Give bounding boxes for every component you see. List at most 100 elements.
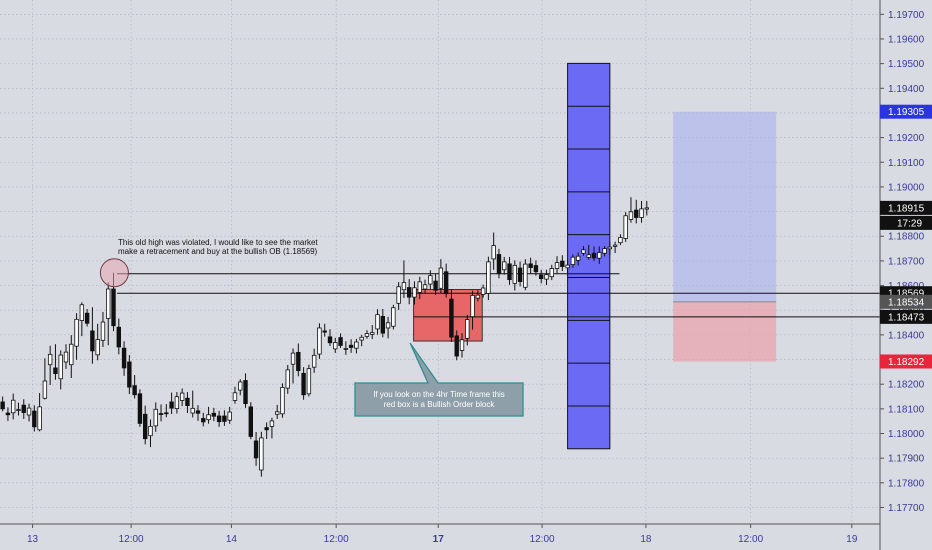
candle-27 (142, 405, 148, 445)
y-tick-label-10: 1.18700 (888, 256, 925, 267)
candle-body (591, 252, 597, 259)
candle-93 (491, 232, 496, 270)
candle-37 (195, 405, 201, 421)
candle-body (301, 372, 306, 396)
candle-77 (406, 279, 412, 305)
price-badge-5: 1.18292 (880, 354, 932, 369)
candle-body (222, 415, 227, 422)
candle-body (311, 354, 317, 368)
candle-1 (5, 407, 11, 421)
candle-body (401, 282, 407, 291)
candle-122 (644, 200, 649, 216)
candle-90 (475, 290, 481, 302)
candle-body (264, 427, 269, 431)
candle-8 (42, 358, 48, 400)
candle-body (100, 321, 106, 341)
candle-body (32, 410, 37, 428)
candle-74 (391, 304, 396, 330)
candle-106 (560, 255, 565, 272)
candle-57 (301, 367, 306, 400)
candle-51 (269, 417, 275, 439)
candle-32 (169, 392, 174, 415)
candle-body (121, 347, 127, 369)
candle-body (628, 211, 634, 220)
y-tick-label-6: 1.19100 (888, 158, 925, 169)
candle-120 (634, 199, 639, 224)
candle-118 (623, 212, 628, 242)
candle-52 (274, 404, 280, 419)
candle-body (253, 440, 259, 459)
candle-body (523, 263, 528, 288)
candle-38 (201, 412, 206, 427)
candle-body (354, 341, 359, 349)
candle-86 (454, 330, 459, 361)
candle-25 (132, 375, 137, 399)
x-tick-label-2: 14 (226, 534, 238, 545)
candle-69 (364, 330, 370, 339)
candle-75 (396, 282, 401, 310)
candle-0 (0, 396, 5, 412)
candle-body (396, 286, 401, 304)
candle-78 (412, 281, 417, 305)
y-tick-label-20: 1.17700 (888, 503, 925, 514)
candle-body (69, 343, 74, 366)
candle-2 (10, 393, 16, 420)
candle-body (84, 312, 90, 324)
callout-line-0: If you look on the 4hr Time frame this (373, 390, 505, 399)
y-tick-label-7: 1.19000 (888, 182, 925, 193)
candle-70 (370, 325, 375, 340)
candle-117 (618, 234, 623, 246)
candle-19 (100, 311, 106, 347)
candle-body (486, 261, 491, 294)
candle-body (586, 254, 591, 258)
x-tick-label-7: 12:00 (738, 534, 763, 545)
candle-body (517, 267, 523, 283)
candle-89 (470, 290, 475, 330)
y-tick-label-16: 1.18100 (888, 404, 925, 415)
candle-body (63, 351, 69, 363)
candle-114 (602, 246, 607, 257)
candle-body (90, 330, 95, 352)
y-tick-label-1: 1.19600 (888, 34, 925, 45)
candle-body (132, 385, 137, 396)
candle-body (612, 244, 618, 247)
price-badge-bg (880, 354, 932, 369)
candle-body (227, 411, 232, 421)
candle-96 (507, 256, 512, 285)
candle-body (296, 351, 301, 372)
x-tick-label-3: 12:00 (324, 534, 349, 545)
candle-39 (206, 406, 211, 424)
candle-body (5, 412, 11, 416)
price-badge-label: 1.18534 (888, 297, 925, 308)
x-tick-label-8: 19 (846, 534, 858, 545)
candle-body (428, 275, 433, 285)
candle-body (560, 260, 565, 267)
position-loss-zone (673, 301, 777, 362)
price-badge-countdown-bg (880, 215, 932, 230)
candle-83 (438, 259, 444, 293)
position-profit-zone (673, 111, 777, 302)
callout-bubble (354, 342, 524, 417)
candle-body (306, 368, 312, 395)
price-badge-3: 1.18534 (880, 294, 932, 309)
candle-115 (607, 241, 613, 255)
x-tick-label-6: 18 (640, 534, 652, 545)
candle-31 (164, 404, 169, 418)
candle-15 (79, 302, 85, 337)
candle-12 (63, 344, 69, 369)
candle-body (475, 294, 481, 299)
candle-3 (16, 402, 21, 416)
candle-109 (575, 252, 581, 266)
candle-body (491, 245, 496, 260)
candle-14 (74, 313, 79, 360)
candle-58 (306, 364, 312, 397)
candle-6 (32, 405, 37, 432)
candle-10 (53, 344, 58, 380)
candle-body (37, 406, 42, 431)
candle-body (116, 326, 121, 348)
candle-body (195, 410, 201, 414)
candle-body (190, 407, 195, 414)
candle-98 (517, 261, 523, 287)
